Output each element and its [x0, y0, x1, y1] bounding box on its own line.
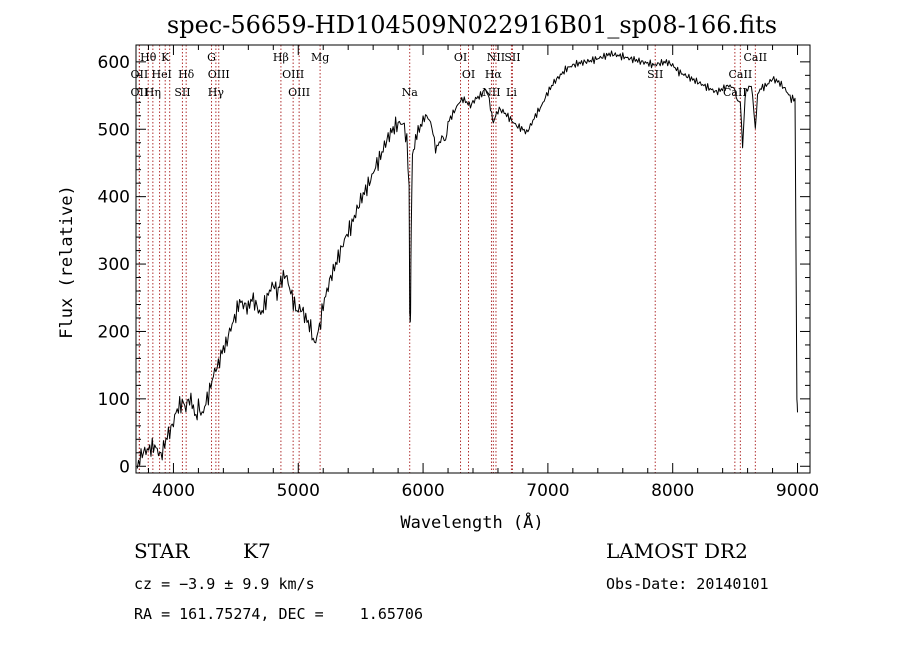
plot-frame — [135, 44, 811, 474]
line-label-18: CaII — [729, 68, 753, 81]
line-label-3: Hβ — [273, 51, 289, 64]
line-label-15: OI — [462, 68, 475, 81]
line-label-19: OII — [131, 86, 149, 99]
coordinates-text: RA = 161.75274, DEC = 1.65706 — [134, 605, 423, 623]
line-label-10: He — [152, 68, 168, 81]
plot-border — [135, 44, 811, 474]
y-tick-label-4: 400 — [98, 188, 130, 208]
line-label-27: CaII — [723, 86, 747, 99]
x-tick-label-3: 7000 — [526, 481, 569, 501]
line-label-5: OI — [454, 51, 467, 64]
line-label-2: G — [207, 51, 216, 64]
line-label-8: CaII — [743, 51, 767, 64]
line-label-1: K — [161, 51, 170, 64]
line-label-14: OIII — [282, 68, 304, 81]
y-tick-label-6: 600 — [98, 53, 130, 73]
y-tick-label-2: 200 — [98, 322, 130, 342]
line-label-20: Hη — [145, 86, 161, 99]
redshift-text: cz = −3.9 ± 9.9 km/s — [134, 575, 315, 593]
line-label-13: OIII — [208, 68, 230, 81]
x-tick-label-5: 9000 — [776, 481, 819, 501]
y-tick-label-0: 0 — [119, 457, 130, 477]
spectral-line-markers — [138, 45, 756, 473]
chart-title: spec-56659-HD104509N022916B01_sp08-166.f… — [167, 11, 777, 39]
line-label-6: NII — [487, 51, 505, 64]
observation-date: Obs-Date: 20140101 — [606, 575, 769, 593]
x-tick-label-0: 4000 — [152, 481, 195, 501]
spectrum-line-0 — [136, 50, 799, 469]
line-label-11: I — [168, 68, 172, 81]
x-tick-label-1: 5000 — [277, 481, 320, 501]
line-label-25: NII — [482, 86, 500, 99]
line-label-16: Hα — [485, 68, 503, 81]
line-label-21: SII — [174, 86, 190, 99]
object-subclass: K7 — [243, 539, 271, 563]
y-axis-label: Flux (relative) — [57, 185, 77, 339]
spectrum-series — [136, 50, 799, 469]
line-label-17: SII — [647, 68, 663, 81]
survey-name: LAMOST DR2 — [606, 539, 748, 563]
line-label-12: Hδ — [178, 68, 195, 81]
line-label-24: Na — [402, 86, 419, 99]
line-label-22: Hγ — [208, 86, 225, 99]
line-label-23: OIII — [288, 86, 310, 99]
object-class: STAR — [134, 539, 190, 563]
y-tick-label-3: 300 — [98, 255, 130, 275]
line-label-7: SII — [504, 51, 520, 64]
line-label-9: OII — [131, 68, 149, 81]
axis-ticks: 4000 5000 6000 7000 8000 9000 0 100 200 300 400 500… — [98, 45, 819, 501]
y-tick-label-1: 100 — [98, 390, 130, 410]
line-label-4: Mg — [311, 51, 329, 64]
line-label-26: Li — [506, 86, 517, 99]
x-tick-label-2: 6000 — [401, 481, 444, 501]
x-axis-label: Wavelength (Å) — [400, 511, 543, 533]
y-tick-label-5: 500 — [98, 120, 130, 140]
line-label-0: Hθ — [140, 51, 157, 64]
x-tick-label-4: 8000 — [651, 481, 694, 501]
